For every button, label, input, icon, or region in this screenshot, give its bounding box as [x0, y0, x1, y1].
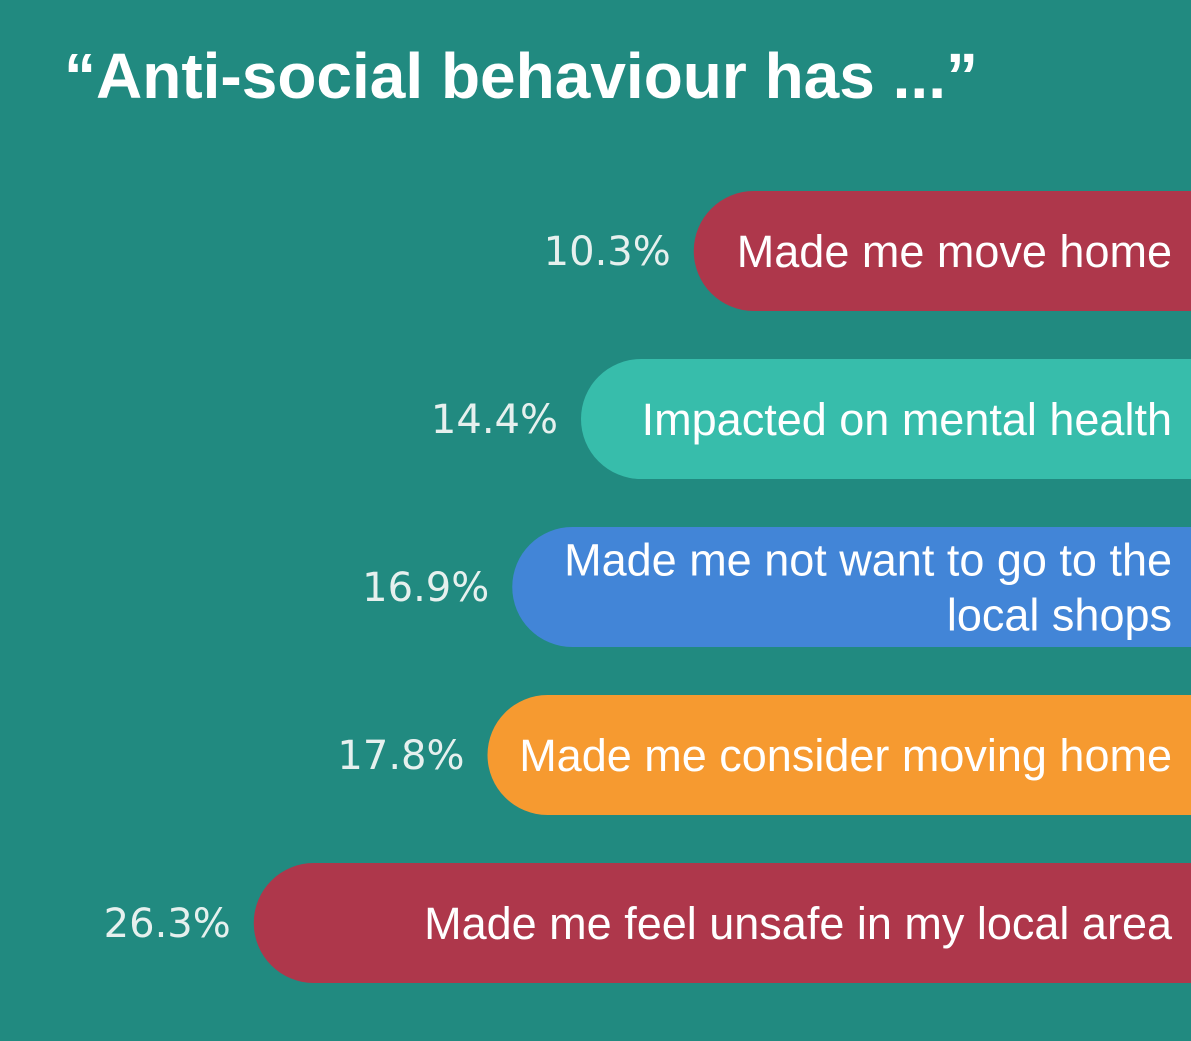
bar-label-4: Made me consider moving home	[519, 730, 1172, 781]
value-label-1: 10.3%	[544, 229, 671, 275]
value-label-5: 26.3%	[104, 901, 231, 947]
bar-label-line: Made me move home	[737, 226, 1172, 277]
bar-2	[581, 359, 1191, 479]
value-label-2: 14.4%	[431, 397, 558, 443]
bar-label-line: Made me not want to go to the	[564, 535, 1172, 586]
bar-1	[693, 191, 1191, 311]
bar-label-line: Made me feel unsafe in my local area	[424, 898, 1173, 949]
bar-4	[487, 695, 1191, 815]
bar-label-line: local shops	[947, 590, 1172, 641]
bar-label-2: Impacted on mental health	[642, 394, 1172, 445]
bar-label-1: Made me move home	[737, 226, 1172, 277]
value-label-3: 16.9%	[362, 565, 489, 611]
bar-label-line: Made me consider moving home	[519, 730, 1172, 781]
bar-3	[512, 527, 1191, 647]
chart-title: “Anti-social behaviour has ...”	[64, 40, 978, 112]
bar-5	[253, 863, 1191, 983]
value-label-4: 17.8%	[337, 733, 464, 779]
bar-label-5: Made me feel unsafe in my local area	[424, 898, 1173, 949]
bar-label-line: Impacted on mental health	[642, 394, 1172, 445]
bar-label-3: Made me not want to go to the local shops	[564, 535, 1172, 641]
